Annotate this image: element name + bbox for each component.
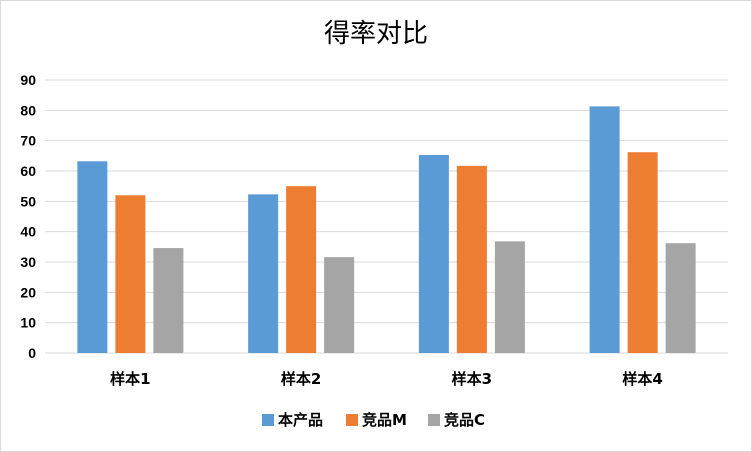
y-tick-label: 90 <box>20 72 36 88</box>
bar <box>286 186 317 353</box>
bar <box>589 106 620 353</box>
bars <box>77 106 696 353</box>
y-tick-label: 30 <box>20 254 36 270</box>
x-tick-label: 样本1 <box>110 370 150 388</box>
legend-swatch <box>262 414 274 426</box>
bar <box>248 194 279 353</box>
y-tick-label: 70 <box>20 133 36 149</box>
y-tick-label: 50 <box>20 193 36 209</box>
legend-label: 竞品M <box>362 411 407 429</box>
bar <box>77 161 108 353</box>
y-axis-ticks: 0 10 20 30 40 50 60 70 80 90 <box>20 72 36 361</box>
y-tick-label: 10 <box>20 315 36 331</box>
bar <box>324 257 355 353</box>
bar <box>115 195 146 353</box>
x-tick-label: 样本3 <box>452 370 492 388</box>
legend-swatch <box>428 414 440 426</box>
bar <box>627 152 658 353</box>
legend-swatch <box>346 414 358 426</box>
bar <box>153 248 184 353</box>
y-tick-label: 20 <box>20 284 36 300</box>
x-tick-label: 样本2 <box>281 370 321 388</box>
legend-label: 竞品C <box>444 411 485 429</box>
bar <box>494 241 525 353</box>
x-tick-label: 样本4 <box>622 370 662 388</box>
y-tick-label: 0 <box>28 345 36 361</box>
legend-label: 本产品 <box>278 411 323 429</box>
bar <box>665 243 696 353</box>
chart-title: 得率对比 <box>324 19 428 49</box>
y-tick-label: 60 <box>20 163 36 179</box>
bar <box>418 154 449 353</box>
x-axis-ticks: 样本1 样本2 样本3 样本4 <box>110 370 663 388</box>
legend: 本产品 竞品M 竞品C <box>262 411 485 429</box>
y-tick-label: 80 <box>20 102 36 118</box>
y-tick-label: 40 <box>20 224 36 240</box>
bar <box>456 165 487 353</box>
gridlines <box>45 79 728 354</box>
